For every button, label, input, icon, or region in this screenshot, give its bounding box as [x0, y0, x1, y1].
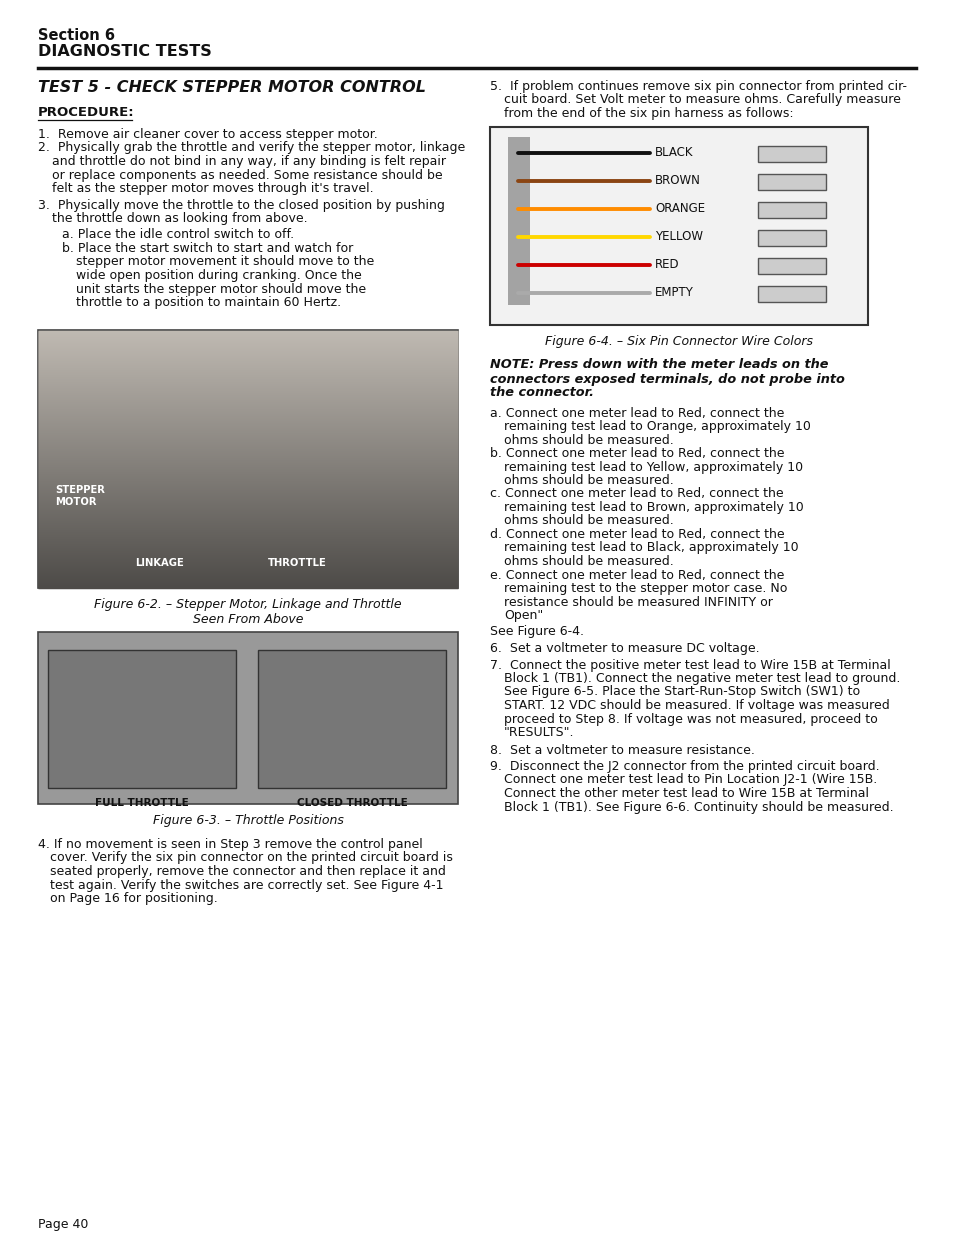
Text: remaining test lead to Yellow, approximately 10: remaining test lead to Yellow, approxima… [503, 461, 802, 473]
Text: 7.  Connect the positive meter test lead to Wire 15B at Terminal: 7. Connect the positive meter test lead … [490, 658, 890, 672]
Text: wide open position during cranking. Once the: wide open position during cranking. Once… [76, 269, 361, 282]
Text: ORANGE: ORANGE [655, 203, 704, 215]
Text: b. Place the start switch to start and watch for: b. Place the start switch to start and w… [62, 242, 353, 254]
Bar [490, 126, 867, 325]
Text: 9.  Disconnect the J2 connector from the printed circuit board.: 9. Disconnect the J2 connector from the … [490, 760, 879, 773]
Text: remaining test lead to Brown, approximately 10: remaining test lead to Brown, approximat… [503, 501, 803, 514]
Bar [257, 650, 446, 788]
Text: Block 1 (TB1). Connect the negative meter test lead to ground.: Block 1 (TB1). Connect the negative mete… [503, 672, 900, 685]
Bar [758, 173, 825, 189]
Text: stepper motor movement it should move to the: stepper motor movement it should move to… [76, 256, 374, 268]
Text: a. Place the idle control switch to off.: a. Place the idle control switch to off. [62, 228, 294, 242]
Text: ohms should be measured.: ohms should be measured. [503, 433, 673, 447]
Bar [507, 137, 530, 305]
Bar [48, 650, 235, 788]
Text: remaining test to the stepper motor case. No: remaining test to the stepper motor case… [503, 582, 786, 595]
Bar [758, 201, 825, 217]
Bar [758, 230, 825, 246]
Text: the connector.: the connector. [490, 387, 594, 399]
Text: c. Connect one meter lead to Red, connect the: c. Connect one meter lead to Red, connec… [490, 488, 782, 500]
Text: "RESULTS".: "RESULTS". [503, 726, 574, 739]
Text: See Figure 6-5. Place the Start-Run-Stop Switch (SW1) to: See Figure 6-5. Place the Start-Run-Stop… [503, 685, 860, 699]
Text: the throttle down as looking from above.: the throttle down as looking from above. [52, 212, 307, 225]
Text: 8.  Set a voltmeter to measure resistance.: 8. Set a voltmeter to measure resistance… [490, 743, 754, 757]
Text: proceed to Step 8. If voltage was not measured, proceed to: proceed to Step 8. If voltage was not me… [503, 713, 877, 725]
Text: 6.  Set a voltmeter to measure DC voltage.: 6. Set a voltmeter to measure DC voltage… [490, 642, 759, 655]
Text: See Figure 6-4.: See Figure 6-4. [490, 625, 583, 638]
Text: YELLOW: YELLOW [655, 230, 702, 243]
Text: TEST 5 - CHECK STEPPER MOTOR CONTROL: TEST 5 - CHECK STEPPER MOTOR CONTROL [38, 80, 426, 95]
Text: resistance should be measured INFINITY or: resistance should be measured INFINITY o… [503, 595, 772, 609]
Text: ohms should be measured.: ohms should be measured. [503, 555, 673, 568]
Text: remaining test lead to Black, approximately 10: remaining test lead to Black, approximat… [503, 541, 798, 555]
Text: PROCEDURE:: PROCEDURE: [38, 106, 134, 119]
Text: START. 12 VDC should be measured. If voltage was measured: START. 12 VDC should be measured. If vol… [503, 699, 889, 713]
Text: BROWN: BROWN [655, 174, 700, 186]
Text: and throttle do not bind in any way, if any binding is felt repair: and throttle do not bind in any way, if … [52, 156, 446, 168]
Bar [38, 632, 457, 804]
Text: THROTTLE: THROTTLE [268, 558, 327, 568]
Text: throttle to a position to maintain 60 Hertz.: throttle to a position to maintain 60 He… [76, 296, 341, 309]
Bar [38, 330, 457, 588]
Text: Block 1 (TB1). See Figure 6-6. Continuity should be measured.: Block 1 (TB1). See Figure 6-6. Continuit… [503, 800, 893, 814]
Text: BLACK: BLACK [655, 146, 693, 159]
Text: Section 6: Section 6 [38, 28, 115, 43]
Text: b. Connect one meter lead to Red, connect the: b. Connect one meter lead to Red, connec… [490, 447, 783, 459]
Text: 1.  Remove air cleaner cover to access stepper motor.: 1. Remove air cleaner cover to access st… [38, 128, 377, 141]
Text: from the end of the six pin harness as follows:: from the end of the six pin harness as f… [503, 107, 793, 120]
Text: ohms should be measured.: ohms should be measured. [503, 515, 673, 527]
Text: NOTE: Press down with the meter leads on the: NOTE: Press down with the meter leads on… [490, 358, 827, 372]
Text: DIAGNOSTIC TESTS: DIAGNOSTIC TESTS [38, 44, 212, 59]
Text: felt as the stepper motor moves through it's travel.: felt as the stepper motor moves through … [52, 182, 374, 195]
Text: Figure 6-3. – Throttle Positions: Figure 6-3. – Throttle Positions [152, 814, 343, 827]
Text: ohms should be measured.: ohms should be measured. [503, 474, 673, 487]
Text: seated properly, remove the connector and then replace it and: seated properly, remove the connector an… [50, 864, 445, 878]
Text: remaining test lead to Orange, approximately 10: remaining test lead to Orange, approxima… [503, 420, 810, 433]
Text: Page 40: Page 40 [38, 1218, 89, 1231]
Text: test again. Verify the switches are correctly set. See Figure 4-1: test again. Verify the switches are corr… [50, 878, 443, 892]
Text: d. Connect one meter lead to Red, connect the: d. Connect one meter lead to Red, connec… [490, 529, 783, 541]
Text: Connect one meter test lead to Pin Location J2-1 (Wire 15B.: Connect one meter test lead to Pin Locat… [503, 773, 877, 787]
Text: STEPPER
MOTOR: STEPPER MOTOR [55, 485, 105, 506]
Text: CLOSED THROTTLE: CLOSED THROTTLE [296, 798, 407, 808]
Bar [758, 258, 825, 273]
Text: on Page 16 for positioning.: on Page 16 for positioning. [50, 892, 217, 905]
Text: Connect the other meter test lead to Wire 15B at Terminal: Connect the other meter test lead to Wir… [503, 787, 868, 800]
Text: or replace components as needed. Some resistance should be: or replace components as needed. Some re… [52, 168, 442, 182]
Text: Open": Open" [503, 609, 542, 622]
Text: FULL THROTTLE: FULL THROTTLE [95, 798, 189, 808]
Text: e. Connect one meter lead to Red, connect the: e. Connect one meter lead to Red, connec… [490, 568, 783, 582]
Text: cuit board. Set Volt meter to measure ohms. Carefully measure: cuit board. Set Volt meter to measure oh… [503, 94, 900, 106]
Text: cover. Verify the six pin connector on the printed circuit board is: cover. Verify the six pin connector on t… [50, 851, 453, 864]
Text: 5.  If problem continues remove six pin connector from printed cir-: 5. If problem continues remove six pin c… [490, 80, 906, 93]
Text: 4. If no movement is seen in Step 3 remove the control panel: 4. If no movement is seen in Step 3 remo… [38, 839, 422, 851]
Text: EMPTY: EMPTY [655, 287, 693, 299]
Text: Figure 6-4. – Six Pin Connector Wire Colors: Figure 6-4. – Six Pin Connector Wire Col… [544, 335, 812, 347]
Text: 3.  Physically move the throttle to the closed position by pushing: 3. Physically move the throttle to the c… [38, 199, 444, 211]
Text: connectors exposed terminals, do not probe into: connectors exposed terminals, do not pro… [490, 373, 844, 385]
Bar [758, 146, 825, 162]
Text: unit starts the stepper motor should move the: unit starts the stepper motor should mov… [76, 283, 366, 295]
Text: a. Connect one meter lead to Red, connect the: a. Connect one meter lead to Red, connec… [490, 406, 783, 420]
Text: LINKAGE: LINKAGE [135, 558, 184, 568]
Text: RED: RED [655, 258, 679, 270]
Text: 2.  Physically grab the throttle and verify the stepper motor, linkage: 2. Physically grab the throttle and veri… [38, 142, 465, 154]
Bar [758, 285, 825, 301]
Text: Figure 6-2. – Stepper Motor, Linkage and Throttle
Seen From Above: Figure 6-2. – Stepper Motor, Linkage and… [94, 598, 401, 626]
